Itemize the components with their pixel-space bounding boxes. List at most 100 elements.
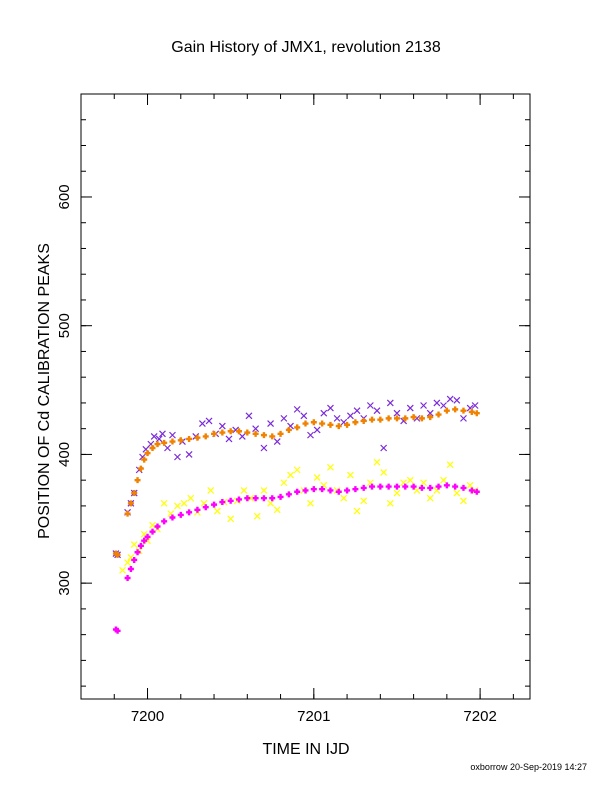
data-point [427, 414, 434, 421]
data-point [468, 487, 475, 494]
data-point [452, 483, 459, 490]
data-point [269, 495, 276, 502]
data-point [402, 483, 409, 490]
data-point [131, 556, 138, 563]
x-tick-label: 7201 [297, 708, 330, 725]
data-point [307, 431, 314, 439]
data-point [149, 444, 156, 451]
data-point [219, 429, 226, 436]
data-point [420, 479, 427, 487]
data-point [352, 419, 359, 426]
data-point [473, 488, 480, 495]
data-point [149, 528, 156, 535]
data-point [385, 415, 392, 422]
data-point [114, 627, 121, 634]
data-point [468, 408, 475, 415]
data-point [460, 414, 467, 422]
data-point [211, 430, 218, 437]
data-point [269, 433, 276, 440]
data-point [124, 575, 131, 581]
data-point [327, 463, 334, 471]
data-point [452, 406, 459, 413]
x-axis-ticks [80, 94, 514, 699]
data-point [252, 495, 259, 502]
data-point [393, 483, 400, 490]
data-point [333, 414, 341, 422]
data-point [393, 489, 401, 497]
data-point [244, 495, 251, 502]
data-point [154, 523, 161, 530]
data-point [119, 566, 126, 574]
data-point [319, 486, 326, 493]
data-point [293, 466, 301, 474]
data-point [114, 551, 121, 558]
data-point [180, 499, 188, 507]
data-point [154, 441, 161, 448]
data-point [260, 444, 268, 452]
data-point [420, 402, 427, 409]
data-point [137, 542, 144, 549]
data-point [460, 407, 467, 414]
data-point [360, 484, 367, 491]
y-axis-label: POSITION OF Cd CALIBRATION PEAKS [36, 243, 53, 539]
data-point [277, 493, 284, 500]
data-point [293, 405, 301, 413]
data-point [169, 431, 176, 439]
data-point [177, 511, 184, 518]
data-point [373, 458, 381, 466]
data-point [238, 432, 246, 440]
data-point [393, 415, 400, 422]
data-point [380, 469, 388, 476]
data-point [377, 416, 384, 423]
data-point [186, 435, 193, 442]
data-point [150, 432, 158, 440]
data-point [446, 461, 454, 469]
data-point [335, 488, 342, 495]
data-point [406, 404, 414, 412]
data-point [418, 415, 425, 422]
data-point [466, 481, 474, 489]
data-point [186, 509, 193, 516]
data-point [253, 512, 261, 520]
data-point [211, 501, 218, 508]
data-point [433, 399, 441, 407]
data-point [144, 450, 151, 457]
data-point [446, 395, 454, 403]
series-4 [112, 482, 480, 634]
data-point [426, 409, 434, 417]
data-point [124, 510, 131, 517]
data-point [280, 414, 288, 422]
y-axis-ticks [81, 93, 530, 687]
data-point [130, 541, 138, 548]
data-point [134, 477, 141, 484]
data-point [137, 465, 144, 472]
data-point [427, 484, 434, 491]
data-point [353, 407, 361, 415]
data-point [177, 437, 184, 444]
data-point [294, 488, 301, 495]
data-point [471, 402, 479, 409]
data-point [174, 453, 181, 461]
data-point [344, 487, 351, 494]
data-point [252, 430, 259, 437]
footer-credit: oxborrow 20-Sep-2019 14:27 [470, 762, 587, 772]
data-point [443, 482, 450, 489]
data-point [443, 407, 450, 414]
data-point [169, 514, 176, 521]
data-point [247, 494, 255, 502]
data-point [402, 415, 409, 422]
data-point [227, 515, 235, 523]
data-point [280, 479, 288, 487]
data-point [287, 471, 294, 479]
data-point [235, 496, 242, 503]
data-point [194, 506, 201, 513]
data-point [440, 476, 447, 484]
data-point [366, 402, 374, 409]
data-point [225, 435, 233, 443]
data-point [473, 410, 480, 417]
data-point [369, 416, 376, 423]
data-point [460, 497, 467, 505]
data-point [240, 487, 248, 494]
data-point [207, 487, 215, 494]
data-point [406, 476, 414, 484]
